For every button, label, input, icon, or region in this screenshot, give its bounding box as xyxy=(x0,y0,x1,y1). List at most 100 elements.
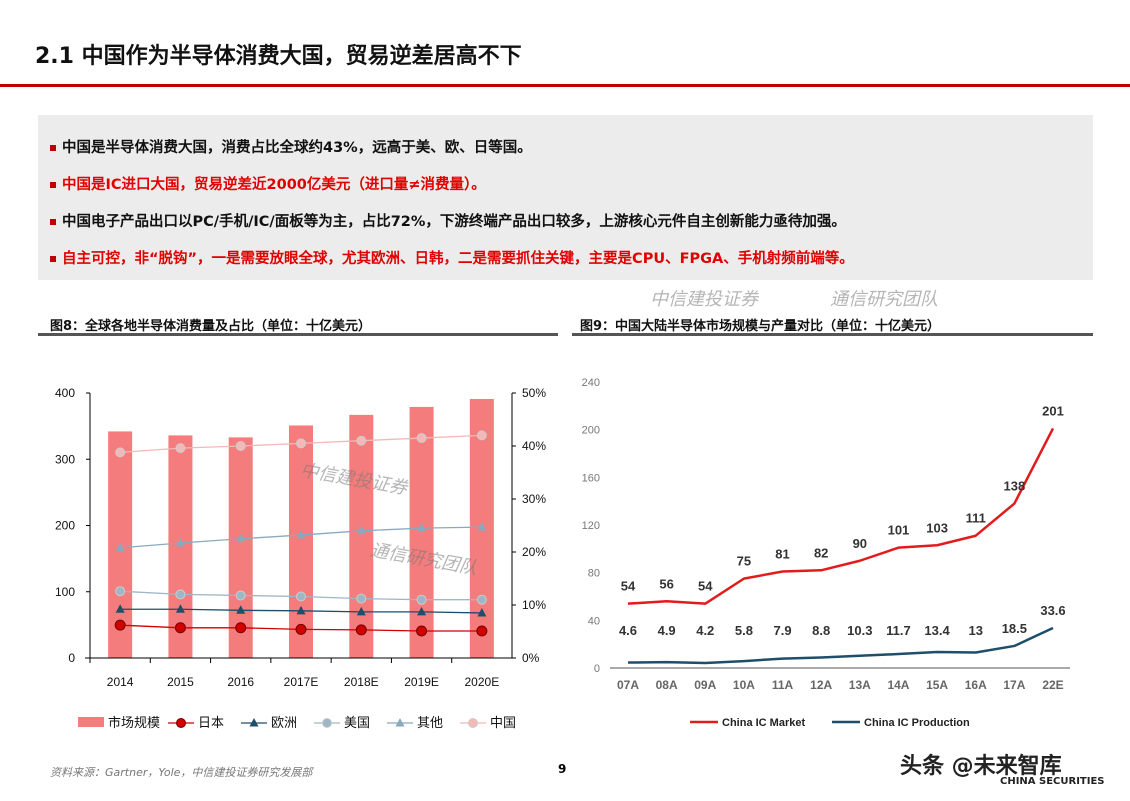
y2-tick-label: 30% xyxy=(522,492,546,506)
point-美国 xyxy=(296,591,306,602)
data-label: 18.5 xyxy=(1002,621,1027,636)
x-tick-label: 17A xyxy=(1003,678,1025,692)
data-label: 54 xyxy=(698,579,713,594)
data-label: 8.8 xyxy=(812,623,830,638)
legend-label: 中国 xyxy=(490,715,516,730)
bar-2017E xyxy=(289,425,313,658)
point-美国 xyxy=(356,593,367,604)
point-中国 xyxy=(235,441,246,451)
x-tick-label: 07A xyxy=(617,678,639,692)
point-其他 xyxy=(296,530,306,539)
data-label: 10.3 xyxy=(847,623,872,638)
logo-subtext: CHINA SECURITIES xyxy=(1000,776,1105,787)
legend-marker xyxy=(322,718,332,728)
page-number: 9 xyxy=(558,762,567,776)
point-美国 xyxy=(416,594,427,605)
point-美国 xyxy=(115,586,126,597)
data-label: 82 xyxy=(814,545,828,560)
summary-box xyxy=(38,115,1093,280)
legend-label: 市场规模 xyxy=(108,715,160,730)
x-tick-label: 11A xyxy=(772,678,794,692)
y-tick-label: 240 xyxy=(582,377,600,389)
point-中国 xyxy=(416,433,427,444)
logo-watermark: 头条 @未来智库 xyxy=(900,754,1062,779)
summary-bullet: 中国是半导体消费大国，消费占比全球约43%，远高于美、欧、日等国。 xyxy=(50,136,532,157)
y-tick-label: 160 xyxy=(582,472,600,484)
point-日本 xyxy=(174,622,186,634)
y-tick-label: 400 xyxy=(55,386,75,400)
x-tick-label: 22E xyxy=(1042,678,1063,692)
point-中国 xyxy=(356,435,367,446)
legend-label: China IC Market xyxy=(722,717,805,729)
fig9-title: 图9：中国大陆半导体市场规模与产量对比（单位：十亿美元） xyxy=(580,319,941,334)
data-label: 13.4 xyxy=(924,623,950,638)
data-label: 111 xyxy=(966,511,986,526)
point-美国 xyxy=(235,590,246,601)
legend-label: 日本 xyxy=(198,715,224,730)
bullet-square-icon xyxy=(50,145,56,151)
legend-label: China IC Production xyxy=(864,717,970,729)
line-China IC Production xyxy=(627,626,1054,665)
bar-2019E xyxy=(409,406,434,658)
point-欧洲 xyxy=(115,604,125,613)
data-label: 4.6 xyxy=(619,623,637,638)
point-日本 xyxy=(416,625,428,637)
source-note: 资料来源：Gartner，Yole，中信建投证券研究发展部 xyxy=(50,766,313,779)
fig8-divider xyxy=(38,333,558,336)
x-tick-label: 2019E xyxy=(404,675,439,689)
y-tick-label: 80 xyxy=(588,568,600,580)
point-欧洲 xyxy=(477,607,487,617)
data-label: 54 xyxy=(621,579,636,594)
point-欧洲 xyxy=(236,605,246,614)
data-label: 4.9 xyxy=(658,623,676,638)
point-美国 xyxy=(476,594,487,605)
bullet-square-icon xyxy=(50,256,56,262)
data-label: 5.8 xyxy=(735,623,753,638)
bullet-text: 自主可控，非“脱钩”，一是需要放眼全球，尤其欧洲、日韩，二是需要抓住关键，主要是… xyxy=(62,251,854,267)
bar-2018E xyxy=(349,414,374,658)
market-production-chart: 0 40 80 120 160 200 240 07A 08A 09A 10A 11A 12A 13A 14… xyxy=(582,377,1070,729)
point-其他 xyxy=(236,533,246,543)
summary-bullet: 自主可控，非“脱钩”，一是需要放眼全球，尤其欧洲、日韩，二是需要抓住关键，主要是… xyxy=(50,247,854,268)
legend-swatch-market xyxy=(78,717,104,727)
x-tick-label: 15A xyxy=(926,678,948,692)
bullet-text: 中国是IC进口大国，贸易逆差近2000亿美元（进口量≠消费量）。 xyxy=(62,177,486,193)
x-tick-label: 16A xyxy=(965,678,987,692)
point-其他 xyxy=(175,537,185,547)
y-tick-label: 0 xyxy=(594,663,600,675)
y2-tick-label: 50% xyxy=(522,386,546,400)
summary-bullet: 中国电子产品出口以PC/手机/IC/面板等为主，占比72%，下游终端产品出口较多… xyxy=(50,210,846,231)
y-tick-label: 300 xyxy=(55,452,75,466)
point-欧洲 xyxy=(296,605,306,615)
data-label: 138 xyxy=(1004,479,1026,494)
data-label: 33.6 xyxy=(1040,603,1065,618)
bullet-square-icon xyxy=(50,182,56,188)
x-tick-label: 2018E xyxy=(344,675,379,689)
legend-label: 美国 xyxy=(344,715,370,730)
point-日本 xyxy=(295,623,307,635)
x-tick-label: 2014 xyxy=(107,675,134,689)
summary-bullet: 中国是IC进口大国，贸易逆差近2000亿美元（进口量≠消费量）。 xyxy=(50,173,486,194)
x-tick-label: 2015 xyxy=(167,675,194,689)
x-tick-label: 2017E xyxy=(284,675,319,689)
x-tick-label: 10A xyxy=(733,678,755,692)
data-label: 13 xyxy=(968,623,982,638)
data-label: 4.2 xyxy=(696,623,714,638)
point-中国 xyxy=(115,447,126,458)
x-tick-label: 09A xyxy=(694,678,716,692)
point-欧洲 xyxy=(175,604,185,613)
data-label: 101 xyxy=(888,523,910,538)
page-title: 2.1 中国作为半导体消费大国，贸易逆差居高不下 xyxy=(35,44,522,69)
data-label: 201 xyxy=(1042,403,1064,418)
bullet-text: 中国是半导体消费大国，消费占比全球约43%，远高于美、欧、日等国。 xyxy=(62,140,532,156)
title-divider xyxy=(0,84,1130,87)
point-其他 xyxy=(477,522,487,531)
x-tick-label: 14A xyxy=(887,678,909,692)
data-label: 75 xyxy=(737,554,751,569)
point-日本 xyxy=(355,624,367,636)
point-美国 xyxy=(175,589,186,600)
x-tick-label: 13A xyxy=(849,678,871,692)
x-tick-label: 08A xyxy=(656,678,678,692)
point-日本 xyxy=(114,619,126,631)
